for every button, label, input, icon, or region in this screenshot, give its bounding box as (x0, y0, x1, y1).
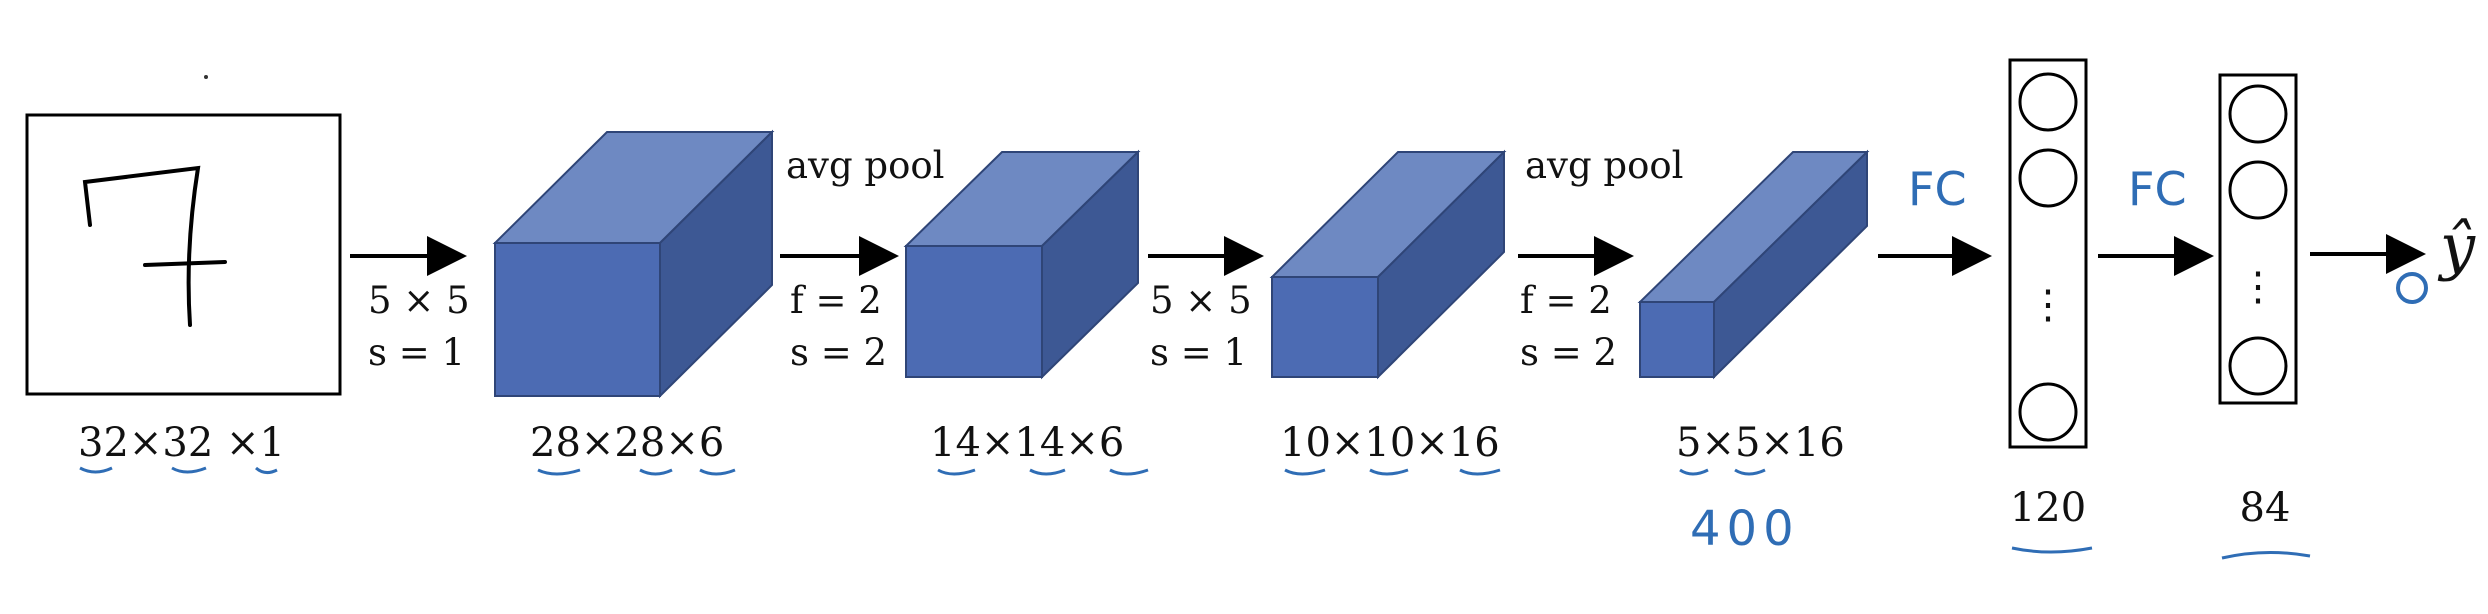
neuron (2228, 84, 2288, 144)
pool1-stride: s = 2 (790, 331, 887, 374)
fc2-ellipsis: ⋮ (2238, 264, 2278, 310)
volume-14x14x6 (903, 149, 1141, 380)
volume2-underline (937, 468, 1149, 476)
fc1-label: FC (1908, 162, 1967, 216)
pool1-filter: f = 2 (790, 279, 882, 322)
pool2-title: avg pool (1525, 144, 1683, 187)
output-circle-mark (2396, 272, 2428, 304)
pool2-filter: f = 2 (1520, 279, 1612, 322)
volume1-dims: 28×28×6 (530, 420, 724, 466)
volume4-dims: 5×5×16 (1676, 420, 1845, 466)
volume3-dims: 10×10×16 (1280, 420, 1500, 466)
volume2-dims: 14×14×6 (930, 420, 1124, 466)
pool1-title: avg pool (786, 144, 944, 187)
conv1-stride: s = 1 (368, 331, 465, 374)
fc-layer-84 (2218, 73, 2298, 405)
conv2-filter: 5 × 5 (1150, 279, 1252, 322)
digit-seven-crossbar (143, 260, 227, 267)
neuron (2018, 382, 2078, 442)
fc2-units: 84 (2240, 485, 2291, 531)
neuron (2018, 72, 2078, 132)
fc-layer-120 (2008, 58, 2088, 449)
input-dims: 32×32 ×1 (78, 420, 285, 466)
fc1-ellipsis: ⋮ (2028, 282, 2068, 328)
conv1-filter: 5 × 5 (368, 279, 470, 322)
input-underline (79, 466, 278, 475)
dot-mark (204, 75, 208, 79)
volume4-underline (1679, 468, 1766, 476)
volume1-underline (537, 468, 736, 476)
fc2-underline (2221, 550, 2311, 560)
digit-seven-stroke (82, 165, 201, 327)
output-yhat: ŷ (2437, 210, 2476, 283)
volume-10x10x16 (1269, 149, 1507, 380)
fc1-underline (2011, 546, 2093, 554)
fc2-label: FC (2128, 162, 2187, 216)
neuron (2228, 160, 2288, 220)
input-image (25, 113, 342, 396)
volume-5x5x16 (1637, 149, 1870, 380)
neuron (2228, 336, 2288, 396)
conv2-stride: s = 1 (1150, 331, 1247, 374)
flatten-note: 400 (1690, 501, 1800, 557)
volume3-underline (1284, 468, 1501, 476)
neuron (2018, 148, 2078, 208)
volume-28x28x6 (492, 129, 775, 399)
pool2-stride: s = 2 (1520, 331, 1617, 374)
fc1-units: 120 (2010, 485, 2086, 531)
